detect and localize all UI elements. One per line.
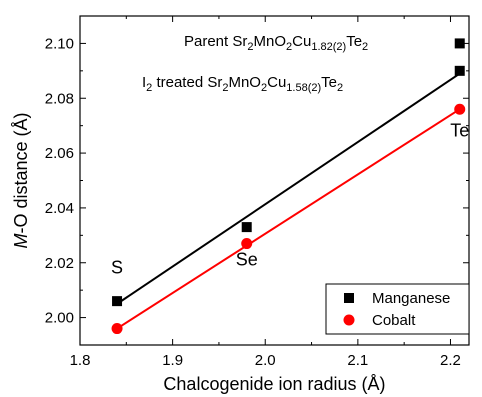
y-tick-label: 2.06 (45, 145, 74, 162)
annotation-text: Te (321, 74, 337, 91)
x-tick-label: 2.1 (347, 352, 368, 369)
annotation-subscript: 2 (337, 82, 343, 94)
point-label: Se (236, 249, 258, 269)
annotation-subscript: 2 (146, 82, 152, 94)
annotation-text: Cu (292, 33, 311, 50)
legend-marker-cobalt (343, 314, 355, 326)
annotation-text: Parent Sr (184, 33, 247, 50)
point-label: Te (450, 121, 469, 141)
annotation-subscript: 2 (261, 82, 267, 94)
annotation-text: MnO (228, 74, 261, 91)
data-points (111, 38, 466, 335)
y-tick-label: 2.08 (45, 90, 74, 107)
x-tick-label: 2.0 (255, 352, 276, 369)
point-manganese (454, 65, 465, 76)
annotation-treated: I2 treated Sr2MnO2Cu1.58(2)Te2 (142, 74, 343, 94)
annotation-parent: Parent Sr2MnO2Cu1.82(2)Te2 (184, 33, 368, 53)
annotation-subscript: 2 (222, 82, 228, 94)
fit-line-cobalt (116, 108, 461, 330)
chart-text: 1.8 1.9 2.0 2.1 2.2 2.00 2.02 2.04 2.06 2.08 2.10 C… (11, 33, 469, 394)
x-tick-label: 1.9 (162, 352, 183, 369)
point-cobalt (241, 238, 253, 250)
legend-label-manganese: Manganese (372, 290, 450, 307)
y-tick-label: 2.00 (45, 310, 74, 327)
annotation-text: treated Sr (152, 74, 222, 91)
annotation-subscript: 2 (362, 41, 368, 53)
annotation-text: Cu (267, 74, 286, 91)
annotation-subscript: 2 (286, 41, 292, 53)
point-manganese (112, 296, 123, 307)
y-tick-label: 2.04 (45, 200, 74, 217)
annotation-subscript: 1.82(2) (311, 41, 346, 53)
x-tick-label: 2.2 (440, 352, 461, 369)
annotation-text: Te (346, 33, 362, 50)
x-axis-title: Chalcogenide ion radius (Å) (163, 374, 385, 394)
annotation-subscript: 2 (247, 41, 253, 53)
legend-marker-manganese (344, 293, 354, 303)
x-tick-label: 1.8 (70, 352, 91, 369)
point-cobalt (111, 323, 123, 335)
y-axis-title-italic: M (11, 234, 31, 249)
y-tick-label: 2.02 (45, 255, 74, 272)
annotation-subscript: 1.58(2) (286, 82, 321, 94)
annotation-text: I (142, 74, 146, 91)
y-tick-label: 2.10 (45, 35, 74, 52)
legend: Manganese Cobalt (325, 283, 470, 335)
point-manganese (241, 222, 252, 233)
point-cobalt (454, 103, 466, 115)
fit-line-manganese (116, 72, 461, 305)
y-axis-title-rest: -O distance (Å) (11, 112, 31, 233)
fit-lines (116, 72, 461, 330)
y-axis-title: M-O distance (Å) (11, 112, 31, 248)
annotation-text: MnO (254, 33, 287, 50)
point-label: S (111, 258, 123, 278)
point-manganese (454, 38, 465, 49)
legend-box (325, 283, 470, 335)
legend-label-cobalt: Cobalt (372, 312, 416, 329)
